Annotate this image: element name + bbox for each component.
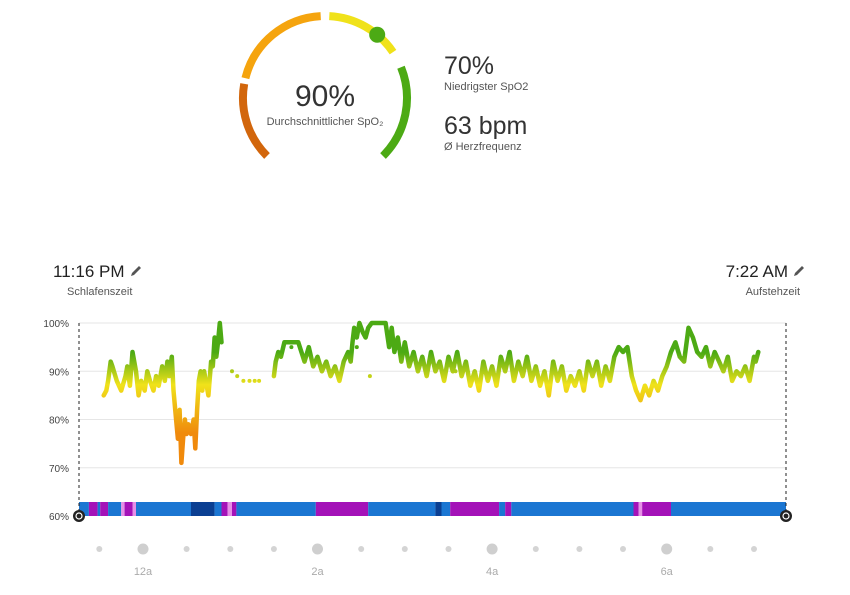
gauge-marker (369, 26, 386, 43)
avg-spo2-value: 90% (294, 80, 356, 113)
chart-grid (79, 322, 786, 469)
sleep-stage-awake (132, 502, 136, 516)
sleep-end-row[interactable]: 7:22 AM (726, 262, 806, 282)
sleep-stage-rem (88, 502, 98, 516)
spo2-isolated-points (230, 345, 479, 383)
edit-start-icon[interactable] (129, 264, 143, 278)
spo2-point (289, 345, 294, 350)
gauge-arc-low (238, 83, 270, 159)
spo2-point (252, 378, 257, 383)
x-minor-tick (96, 546, 103, 552)
sleep-stage-light (97, 502, 101, 516)
spo2-point (354, 345, 359, 350)
lowest-spo2-value: 70% (444, 52, 495, 80)
y-tick-label: 90% (49, 367, 69, 378)
sleep-stage-rem (232, 502, 237, 516)
spo2-point (453, 369, 458, 374)
spo2-gauge (238, 12, 411, 159)
gauge-arc-high (380, 65, 411, 159)
gauge-arc-yellow (328, 12, 397, 55)
heart-rate-value: 63 bpm (444, 112, 528, 140)
spo2-series (101, 320, 761, 466)
sleep-end-time: 7:22 AM (725, 262, 788, 281)
sleep-stage-deep (191, 502, 215, 516)
x-minor-tick (270, 546, 277, 552)
spo2-point (367, 374, 372, 379)
x-minor-tick (532, 546, 539, 552)
x-tick-label: 4a (486, 566, 499, 578)
spo2-line-segment (101, 320, 224, 466)
sleep-stage-light (214, 502, 222, 516)
edit-end-icon[interactable] (792, 264, 806, 278)
x-minor-tick (576, 546, 583, 552)
sleep-stage-rem (100, 502, 109, 516)
x-major-tick (137, 543, 149, 555)
sleep-stage-light (511, 502, 634, 516)
sleep-stage-deep (435, 502, 442, 516)
sleep-boundaries (73, 323, 792, 522)
lowest-spo2-label: Niedrigster SpO2 (444, 81, 529, 93)
sleep-stage-light (368, 502, 436, 516)
spo2-point (257, 378, 262, 383)
sleep-stage-rem (505, 502, 512, 516)
spo2-point (235, 374, 240, 379)
x-axis: 12a 2a 4a 6a (96, 543, 757, 578)
y-axis-labels: 100% 90% 80% 70% 60% (43, 319, 69, 523)
x-major-tick (312, 543, 323, 555)
sleep-start-time: 11:16 PM (53, 262, 125, 281)
sleep-stage-awake (227, 502, 232, 516)
x-major-tick (661, 543, 673, 555)
y-tick-label: 60% (49, 512, 69, 523)
sleep-stage-rem (315, 502, 369, 516)
sleep-stage-light (671, 502, 786, 516)
y-tick-label: 80% (49, 416, 69, 427)
sleep-stage-light (236, 502, 316, 516)
x-minor-tick (707, 546, 714, 552)
sleep-start-row[interactable]: 11:16 PM (53, 262, 143, 282)
x-minor-tick (620, 546, 626, 552)
sleep-stage-light (108, 502, 122, 516)
avg-spo2-label: Durchschnittlicher SpO₂ (266, 116, 384, 128)
spo2-point (241, 378, 246, 383)
x-minor-tick (183, 546, 190, 552)
spo2-point (230, 369, 234, 374)
spo2-point (474, 378, 479, 383)
sleep-stage-light (136, 502, 191, 516)
sleep-stage-bar (79, 502, 786, 516)
spo2-point (247, 378, 252, 383)
sleep-stage-awake (638, 502, 643, 516)
wake-marker-icon (780, 510, 792, 522)
x-minor-tick (445, 546, 452, 552)
sleep-stage-light (499, 502, 506, 516)
sleep-stage-light (441, 502, 451, 516)
x-tick-label: 6a (661, 566, 674, 578)
x-minor-tick (358, 546, 365, 552)
x-tick-label: 2a (311, 566, 324, 578)
sleep-stage-light (79, 502, 89, 516)
sleep-stage-rem (642, 502, 671, 516)
x-minor-tick (401, 546, 408, 552)
sleep-stage-awake (121, 502, 125, 516)
sleep-stage-rem (221, 502, 228, 516)
x-minor-tick (751, 546, 757, 552)
y-tick-label: 70% (49, 464, 69, 475)
sleep-stage-rem (633, 502, 639, 516)
sleep-stage-rem (124, 502, 133, 516)
spo2-line-segment (271, 320, 761, 403)
sleep-marker-icon (73, 510, 85, 522)
x-minor-tick (227, 546, 234, 552)
x-major-tick (486, 543, 498, 555)
alarm-clock-icon (782, 512, 790, 520)
sleep-end-label: Aufstehzeit (745, 286, 800, 298)
heart-rate-label: Ø Herzfrequenz (444, 141, 522, 153)
x-tick-label: 12a (134, 566, 153, 578)
sleep-start-label: Schlafenszeit (67, 286, 133, 298)
sleep-stage-rem (450, 502, 500, 516)
moon-icon (75, 512, 83, 520)
y-tick-label: 100% (43, 319, 69, 330)
gauge-arc-mid (241, 12, 321, 80)
